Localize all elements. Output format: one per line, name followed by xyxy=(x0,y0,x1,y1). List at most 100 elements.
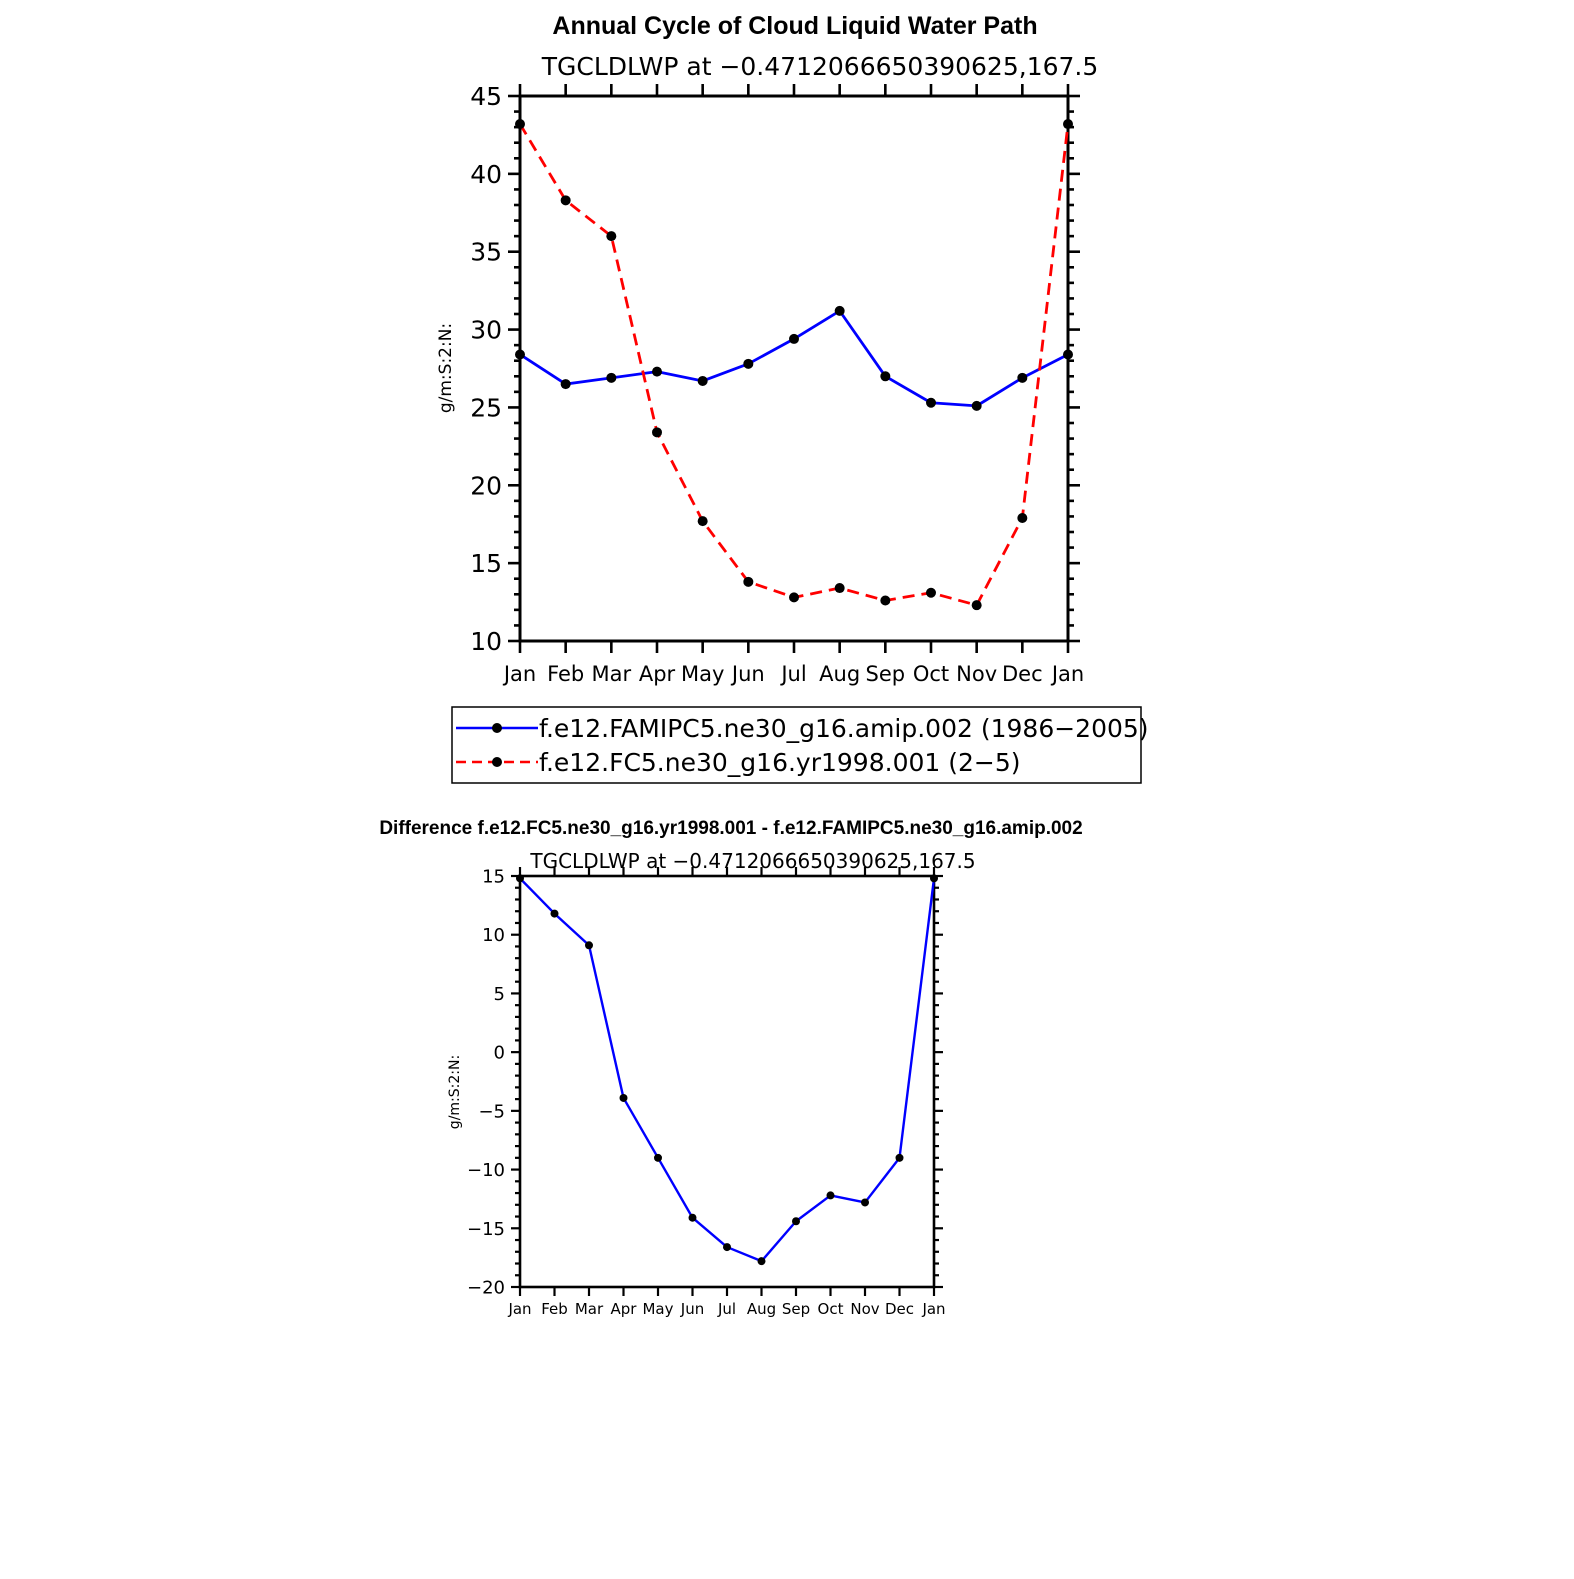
y-tick-label: 10 xyxy=(470,627,502,656)
series-line-0 xyxy=(519,877,936,1263)
x-axis: Jan Feb Mar Apr May Jun Jul Aug Sep Oct Nov Dec Jan xyxy=(502,84,1084,686)
x-tick-label: Jul xyxy=(779,662,806,686)
plot-area xyxy=(518,94,1070,643)
data-point xyxy=(652,366,662,377)
data-point xyxy=(560,195,571,206)
x-tick-label: Jun xyxy=(730,662,765,686)
y-tick-label: −15 xyxy=(467,1219,505,1240)
y-tick-label: 15 xyxy=(470,549,502,578)
x-tick-label: Dec xyxy=(885,1300,914,1318)
data-point xyxy=(560,379,571,390)
y-axis: 10 15 20 25 30 35 40 45 xyxy=(470,82,1080,656)
data-point xyxy=(697,375,708,386)
data-point xyxy=(757,1257,766,1266)
data-point xyxy=(971,400,982,411)
difference-panel: Difference f.e12.FC5.ne30_g16.yr1998.001… xyxy=(379,818,1082,1318)
data-point xyxy=(792,1217,800,1226)
y-tick-label: −5 xyxy=(478,1101,505,1122)
difference-y-axis-label: g/m:S:2:N: xyxy=(447,1055,463,1129)
x-tick-label: Jan xyxy=(1050,662,1084,686)
x-tick-label: Mar xyxy=(592,662,632,686)
series-line-1 xyxy=(518,123,1070,607)
data-point xyxy=(697,516,708,527)
y-axis-label: g/m:S:2:N: xyxy=(436,323,456,413)
data-point xyxy=(723,1243,731,1252)
x-tick-label: Jan xyxy=(502,662,536,686)
data-point xyxy=(743,576,754,587)
y-tick-label: 15 xyxy=(482,866,505,887)
x-tick-label: Mar xyxy=(575,1300,604,1318)
y-tick-label: −10 xyxy=(467,1160,505,1181)
data-point xyxy=(606,372,617,383)
data-point xyxy=(1063,119,1073,130)
series-line-0 xyxy=(519,309,1069,408)
data-point xyxy=(971,600,982,611)
data-point xyxy=(515,119,525,130)
data-point xyxy=(652,427,662,438)
difference-series-layer xyxy=(516,874,938,1266)
x-tick-label: May xyxy=(642,1300,673,1318)
data-point xyxy=(861,1198,869,1207)
y-tick-label: −20 xyxy=(467,1277,505,1298)
chart-title: Annual Cycle of Cloud Liquid Water Path xyxy=(552,12,1037,40)
data-point xyxy=(789,592,799,603)
x-tick-label: Aug xyxy=(819,662,860,686)
x-tick-label: Nov xyxy=(956,662,997,686)
legend-marker-amip xyxy=(492,723,502,733)
data-point xyxy=(516,874,524,883)
y-tick-label: 25 xyxy=(470,393,502,422)
x-tick-label: Jan xyxy=(507,1300,531,1318)
data-point xyxy=(826,1191,835,1200)
data-point xyxy=(1017,372,1028,383)
difference-title: Difference f.e12.FC5.ne30_g16.yr1998.001… xyxy=(379,818,1082,839)
legend-box xyxy=(451,706,1142,784)
x-tick-label: Feb xyxy=(541,1300,568,1318)
y-tick-label: 45 xyxy=(470,82,502,111)
legend-marker-fc5 xyxy=(492,757,502,767)
data-point xyxy=(880,595,891,606)
x-tick-label: Jan xyxy=(921,1300,945,1318)
y-tick-label: 10 xyxy=(482,925,505,946)
x-tick-label: Oct xyxy=(818,1300,844,1318)
data-point xyxy=(834,305,845,316)
x-tick-label: Oct xyxy=(913,662,949,686)
difference-y-axis: −20 −15 −10 −5 0 5 10 15 xyxy=(467,866,943,1298)
data-point xyxy=(895,1153,904,1162)
data-point xyxy=(930,874,938,883)
x-tick-label: Nov xyxy=(850,1300,879,1318)
data-point xyxy=(1063,349,1073,360)
x-tick-label: Sep xyxy=(782,1300,810,1318)
y-tick-label: 40 xyxy=(470,160,502,189)
data-point xyxy=(743,358,754,369)
data-point xyxy=(619,1093,628,1102)
y-tick-label: 5 xyxy=(494,984,505,1005)
x-tick-label: Feb xyxy=(547,662,584,686)
x-tick-label: Sep xyxy=(866,662,906,686)
data-point xyxy=(550,909,559,918)
x-tick-label: Apr xyxy=(611,1300,638,1318)
annual-cycle-panel: Annual Cycle of Cloud Liquid Water Path … xyxy=(436,12,1149,784)
y-tick-label: 20 xyxy=(470,471,502,500)
data-point xyxy=(606,231,617,242)
data-point xyxy=(834,583,845,594)
x-tick-label: Jul xyxy=(717,1300,736,1318)
x-tick-label: May xyxy=(681,662,724,686)
plot-frame xyxy=(518,94,1070,643)
data-point xyxy=(926,397,936,408)
data-point xyxy=(585,941,593,950)
data-point xyxy=(688,1213,697,1222)
y-tick-label: 0 xyxy=(494,1043,505,1064)
data-point xyxy=(1017,512,1028,523)
difference-subtitle: TGCLDLWP at −0.4712066650390625,167.5 xyxy=(529,849,975,873)
x-tick-label: Dec xyxy=(1002,662,1043,686)
y-tick-label: 35 xyxy=(470,238,502,267)
data-point xyxy=(880,371,891,382)
data-point xyxy=(926,587,936,598)
data-point xyxy=(654,1153,662,1162)
chart-subtitle: TGCLDLWP at −0.4712066650390625,167.5 xyxy=(541,52,1099,81)
difference-x-axis: Jan Feb Mar Apr May Jun Jul Aug Sep Oct Nov Dec Jan xyxy=(507,867,946,1318)
y-tick-label: 30 xyxy=(470,316,502,345)
series-layer xyxy=(515,119,1073,611)
